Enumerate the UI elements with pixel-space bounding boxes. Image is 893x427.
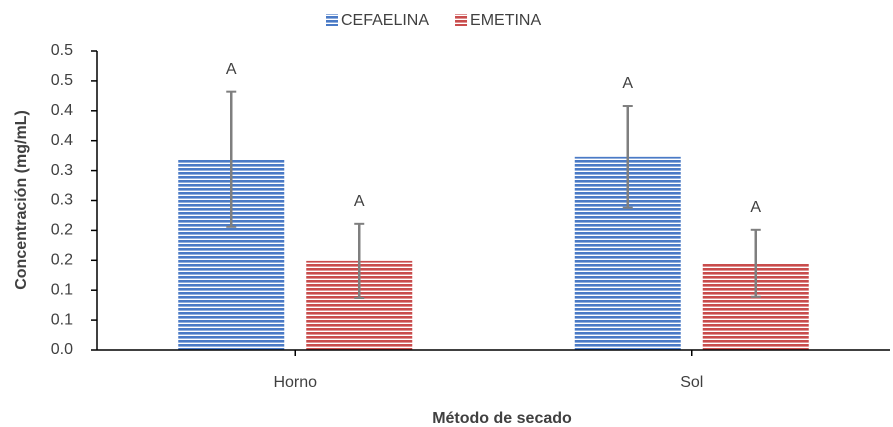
- error-bar: [750, 228, 761, 298]
- y-tick-label: 0.2: [51, 252, 73, 269]
- error-bar: [226, 90, 237, 228]
- y-tick-label: 0.3: [51, 192, 73, 209]
- error-bar: [622, 105, 633, 209]
- data-annotation: A: [354, 193, 365, 210]
- y-tick-label: 0.2: [51, 222, 73, 239]
- y-tick-label: 0.3: [51, 162, 73, 179]
- legend-label: EMETINA: [470, 12, 541, 29]
- x-tick-label: Horno: [273, 374, 317, 391]
- y-tick-label: 0.1: [51, 281, 73, 298]
- legend-swatch: [455, 14, 468, 26]
- y-tick-label: 0.4: [51, 102, 73, 119]
- y-tick-label: 0.4: [51, 132, 73, 149]
- x-axis-title: Método de secado: [432, 410, 572, 427]
- y-tick-label: 0.0: [51, 341, 73, 358]
- data-annotation: A: [750, 199, 761, 216]
- y-tick-label: 0.5: [51, 42, 73, 59]
- error-bar: [354, 222, 365, 299]
- y-axis-title: Concentración (mg/mL): [13, 110, 30, 290]
- data-annotation: A: [622, 75, 633, 92]
- x-tick-label: Sol: [680, 374, 703, 391]
- y-tick-label: 0.5: [51, 72, 73, 89]
- legend-swatch: [326, 14, 338, 26]
- data-annotation: A: [226, 61, 237, 78]
- y-tick-label: 0.1: [51, 311, 73, 328]
- legend-label: CEFAELINA: [341, 12, 429, 29]
